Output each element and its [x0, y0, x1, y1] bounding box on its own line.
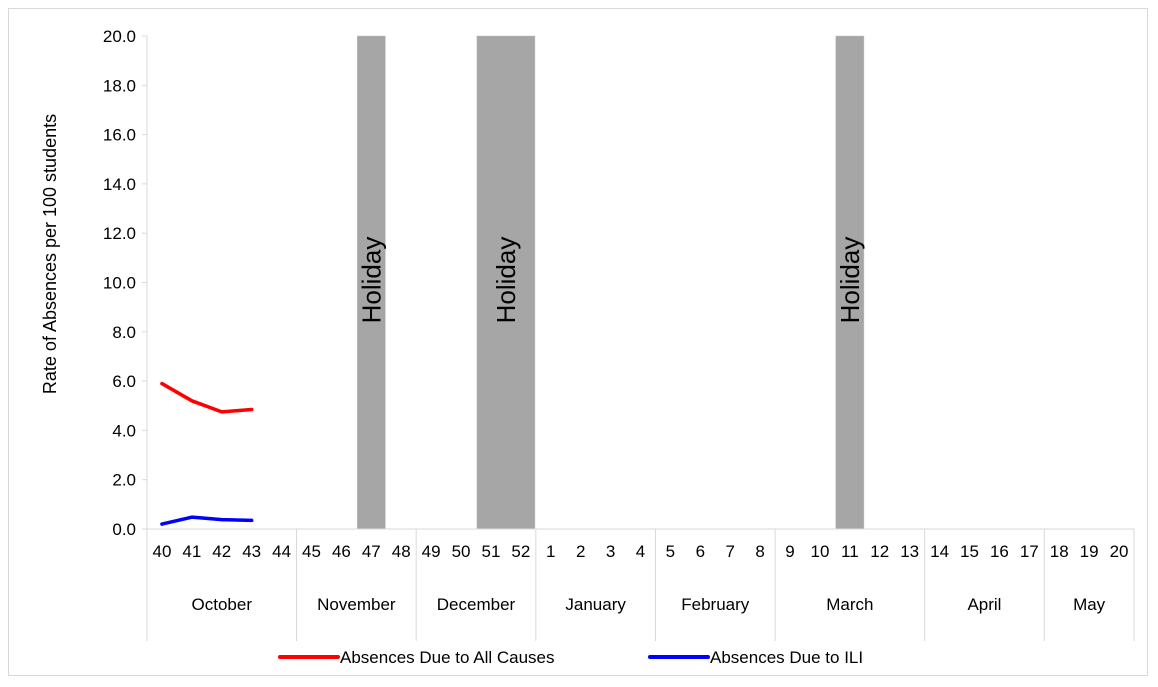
y-tick-label: 18.0 [103, 76, 136, 95]
x-tick-label-week: 17 [1020, 542, 1039, 561]
x-tick-label-week: 44 [272, 542, 291, 561]
series-point [220, 410, 224, 414]
x-tick-label-week: 52 [511, 542, 530, 561]
x-month-label: October [192, 595, 253, 614]
y-tick-label: 12.0 [103, 224, 136, 243]
legend: Absences Due to All Causes Absences Due t… [278, 648, 863, 667]
axis-labels: 0.0 2.0 4.0 6.0 8.0 10.0 12.0 14.0 16.0 18.0 20.0 4… [103, 27, 1129, 614]
x-tick-label-week: 19 [1080, 542, 1099, 561]
series-line-ili [160, 515, 254, 526]
series-line-all-causes [160, 381, 254, 414]
y-tick-label: 20.0 [103, 27, 136, 46]
chart-frame [8, 8, 1148, 676]
x-tick-label-week: 15 [960, 542, 979, 561]
x-month-label: November [317, 595, 396, 614]
x-tick-label-week: 9 [785, 542, 794, 561]
series-point [160, 522, 164, 526]
x-month-label: May [1073, 595, 1106, 614]
x-tick-label-week: 51 [481, 542, 500, 561]
y-tick-label: 8.0 [112, 323, 136, 342]
x-month-label: April [967, 595, 1001, 614]
y-tick-label: 0.0 [112, 520, 136, 539]
y-tick-label: 2.0 [112, 471, 136, 490]
holiday-bar-2 [476, 35, 536, 530]
x-tick-label-week: 4 [636, 542, 645, 561]
x-tick-label-week: 13 [900, 542, 919, 561]
x-tick-label-week: 18 [1050, 542, 1069, 561]
x-tick-label-week: 20 [1110, 542, 1129, 561]
y-axis-title: Rate of Absences per 100 students [40, 114, 60, 394]
x-tick-label-week: 7 [725, 542, 734, 561]
holiday-label-3: Holiday [835, 237, 865, 324]
x-tick-label-week: 16 [990, 542, 1009, 561]
y-tick-label: 14.0 [103, 175, 136, 194]
series-lines [160, 381, 254, 526]
x-tick-label-week: 10 [810, 542, 829, 561]
y-tick-label: 6.0 [112, 372, 136, 391]
holiday-bar-3 [835, 35, 865, 530]
x-tick-label-week: 47 [362, 542, 381, 561]
y-tick-label: 16.0 [103, 126, 136, 145]
x-tick-label-week: 2 [576, 542, 585, 561]
x-tick-label-week: 11 [841, 542, 859, 561]
x-tick-label-week: 50 [452, 542, 471, 561]
x-tick-label-week: 1 [546, 542, 555, 561]
x-tick-label-week: 3 [606, 542, 615, 561]
holiday-bars: Holiday Holiday Holiday [356, 35, 865, 530]
x-tick-label-week: 5 [666, 542, 675, 561]
series-point [220, 518, 224, 522]
x-tick-label-week: 48 [392, 542, 411, 561]
x-tick-label-week: 6 [696, 542, 705, 561]
legend-label: Absences Due to All Causes [340, 648, 555, 667]
x-month-label: December [437, 595, 516, 614]
x-month-label: March [826, 595, 873, 614]
holiday-label-1: Holiday [356, 237, 386, 324]
x-month-label: February [681, 595, 750, 614]
series-point [190, 515, 194, 519]
x-tick-label-week: 41 [182, 542, 201, 561]
series-point [250, 518, 254, 522]
holiday-bar-1 [357, 35, 386, 530]
x-tick-label-week: 40 [152, 542, 171, 561]
legend-label: Absences Due to ILI [710, 648, 863, 667]
x-tick-label-week: 12 [870, 542, 889, 561]
x-tick-label-week: 42 [212, 542, 231, 561]
x-tick-label-week: 43 [242, 542, 261, 561]
x-tick-label-week: 45 [302, 542, 321, 561]
x-tick-label-week: 8 [755, 542, 764, 561]
series-point [190, 399, 194, 403]
series-point [250, 407, 254, 412]
y-tick-label: 4.0 [112, 421, 136, 440]
x-tick-label-week: 14 [930, 542, 949, 561]
x-month-label: January [565, 595, 626, 614]
axes [142, 35, 1135, 641]
y-tick-label: 10.0 [103, 274, 136, 293]
series-point [160, 381, 164, 386]
x-tick-label-week: 46 [332, 542, 351, 561]
holiday-label-2: Holiday [491, 237, 521, 324]
x-tick-label-week: 49 [422, 542, 441, 561]
